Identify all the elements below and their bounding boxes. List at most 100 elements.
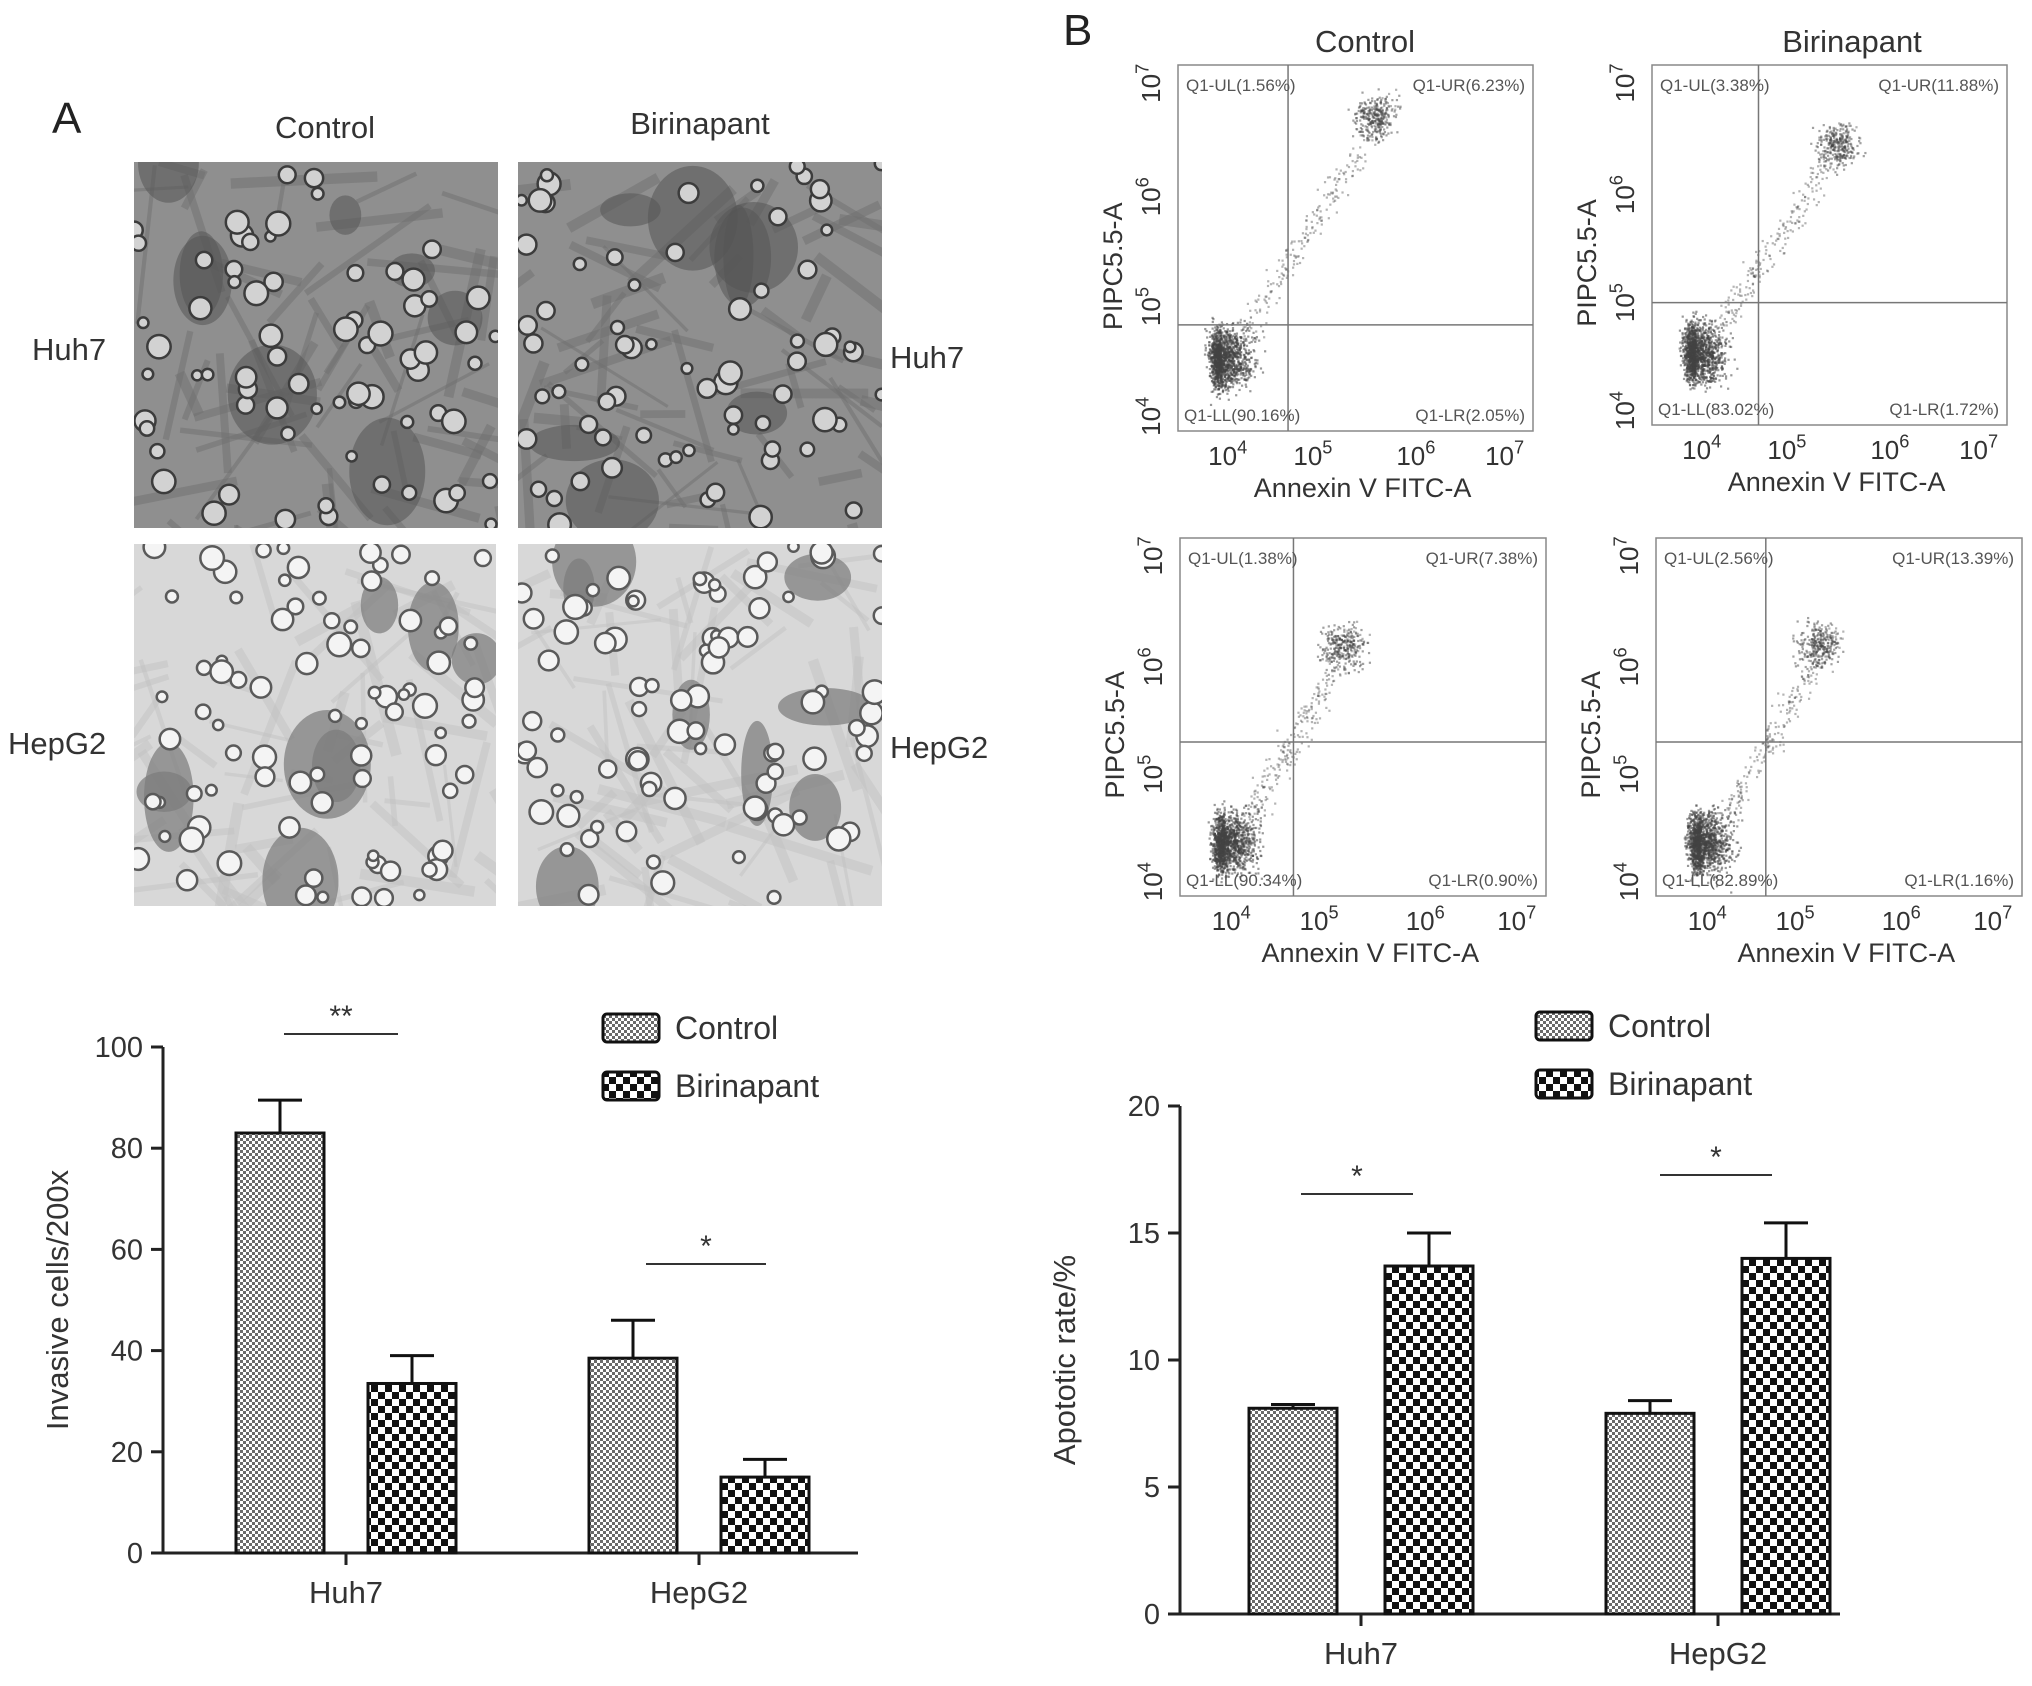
micrograph-round-cell bbox=[572, 256, 588, 272]
flow-event-dot bbox=[1233, 359, 1236, 363]
flow-event-dot bbox=[1828, 157, 1831, 160]
flow-event-dot bbox=[1344, 181, 1348, 184]
flow-event-dot bbox=[1218, 344, 1222, 347]
flow-event-dot bbox=[1836, 155, 1839, 158]
flow-event-dot bbox=[1377, 121, 1380, 125]
micrograph-round-cell bbox=[545, 489, 564, 508]
flow-event-dot bbox=[1719, 323, 1723, 326]
flow-event-dot bbox=[1681, 342, 1684, 345]
flow-event-dot bbox=[1352, 147, 1355, 150]
flow-event-dot bbox=[1689, 377, 1692, 380]
flow-event-dot bbox=[1258, 339, 1261, 342]
flow-event-dot bbox=[1688, 384, 1692, 387]
flow-event-dot bbox=[1250, 356, 1253, 359]
flow-event-dot bbox=[1842, 154, 1846, 157]
flow-event-dot bbox=[1702, 354, 1705, 357]
flow-event-dot bbox=[1707, 380, 1710, 383]
flow-event-dot bbox=[1739, 294, 1742, 297]
micrograph-texture bbox=[562, 338, 605, 375]
flow-event-dot bbox=[1232, 383, 1235, 386]
micrograph-round-cell bbox=[310, 402, 324, 416]
flow-tick-label: 107 bbox=[1132, 64, 1166, 103]
flow-event-dot bbox=[1247, 352, 1251, 355]
flow-event-dot bbox=[1366, 134, 1370, 137]
flow-event-dot bbox=[1323, 194, 1326, 197]
micrograph-dark-cell bbox=[726, 391, 788, 435]
flow-event-dot bbox=[1220, 381, 1223, 384]
flow-event-dot bbox=[1269, 283, 1273, 286]
flow-event-dot bbox=[1245, 337, 1248, 340]
flow-event-dot bbox=[1710, 323, 1714, 326]
flow-event-dot bbox=[1338, 178, 1341, 181]
flow-event-dot bbox=[1241, 360, 1244, 363]
micrograph-round-cell bbox=[398, 608, 423, 633]
flow-event-dot bbox=[1356, 128, 1359, 131]
flow-event-dot bbox=[1249, 316, 1253, 319]
flow-event-dot bbox=[1698, 350, 1701, 353]
flow-event-dot bbox=[1280, 282, 1283, 286]
micrograph-round-cell bbox=[465, 285, 491, 311]
flow-event-dot bbox=[1834, 134, 1838, 137]
flow-event-dot bbox=[1383, 102, 1386, 106]
micrograph-texture bbox=[635, 324, 715, 352]
flow-event-dot bbox=[1333, 178, 1336, 181]
flow-event-dot bbox=[1217, 358, 1220, 361]
flow-event-dot bbox=[1749, 291, 1752, 295]
flow-event-dot bbox=[1704, 361, 1707, 364]
flow-event-dot bbox=[1739, 283, 1742, 286]
micrograph-round-cell bbox=[367, 320, 394, 347]
micrograph-round-cell bbox=[204, 783, 218, 797]
micrograph-texture bbox=[725, 821, 874, 876]
micrograph-round-cell bbox=[713, 733, 737, 756]
flow-event-dot bbox=[1371, 135, 1374, 139]
flow-event-dot bbox=[1371, 133, 1374, 136]
flow-event-dot bbox=[1683, 341, 1686, 344]
flow-event-dot bbox=[1781, 246, 1784, 250]
flow-event-dot bbox=[1817, 182, 1821, 185]
flow-event-dot bbox=[1316, 209, 1319, 212]
flow-event-dot bbox=[1349, 154, 1352, 157]
micrograph-round-cell bbox=[578, 414, 599, 435]
flow-event-dot bbox=[1204, 344, 1207, 347]
flow-quadrant-ur: Q1-UR(6.23%) bbox=[1413, 76, 1525, 95]
flow-event-dot bbox=[1301, 232, 1305, 235]
flow-event-dot bbox=[1326, 176, 1330, 179]
micrograph-round-cell bbox=[400, 484, 418, 501]
flow-event-dot bbox=[1368, 106, 1371, 109]
flow-event-dot bbox=[1218, 339, 1221, 343]
flow-event-dot bbox=[1241, 368, 1244, 371]
micrograph-round-cell bbox=[705, 482, 726, 503]
micrograph-dark-cell bbox=[138, 162, 199, 203]
flow-event-dot bbox=[1709, 330, 1712, 334]
micrograph-texture bbox=[162, 330, 194, 441]
flow-tick-label: 104 bbox=[1208, 437, 1247, 471]
micrograph-round-cell bbox=[332, 395, 347, 410]
flow-event-dot bbox=[1711, 351, 1714, 354]
flow-event-dot bbox=[1359, 169, 1362, 172]
flow-event-dot bbox=[1748, 287, 1751, 290]
micrograph-texture bbox=[668, 523, 719, 528]
flow-event-dot bbox=[1235, 340, 1239, 343]
flow-event-dot bbox=[1724, 338, 1727, 342]
flow-event-dot bbox=[1702, 332, 1705, 335]
flow-event-dot bbox=[1710, 319, 1713, 322]
flow-event-dot bbox=[1375, 135, 1378, 139]
flow-event-dot bbox=[1305, 225, 1308, 229]
flow-event-dot bbox=[1267, 305, 1270, 308]
flow-event-dot bbox=[1824, 160, 1827, 163]
flow-event-dot bbox=[1257, 298, 1260, 301]
flow-event-dot bbox=[1752, 267, 1755, 270]
flow-event-dot bbox=[1223, 811, 1226, 814]
flow-event-dot bbox=[1305, 215, 1308, 218]
flow-event-dot bbox=[1810, 180, 1813, 184]
flow-event-dot bbox=[1721, 367, 1724, 370]
micrograph-round-cell bbox=[809, 178, 831, 200]
flow-event-dot bbox=[1716, 374, 1719, 377]
flow-event-dot bbox=[1255, 338, 1258, 341]
flow-event-dot bbox=[1730, 309, 1733, 312]
flow-event-dot bbox=[1387, 105, 1391, 108]
micrograph-round-cell bbox=[155, 690, 169, 704]
flow-event-dot bbox=[1227, 352, 1230, 356]
flow-event-dot bbox=[1247, 370, 1250, 373]
flow-event-dot bbox=[1829, 137, 1832, 140]
